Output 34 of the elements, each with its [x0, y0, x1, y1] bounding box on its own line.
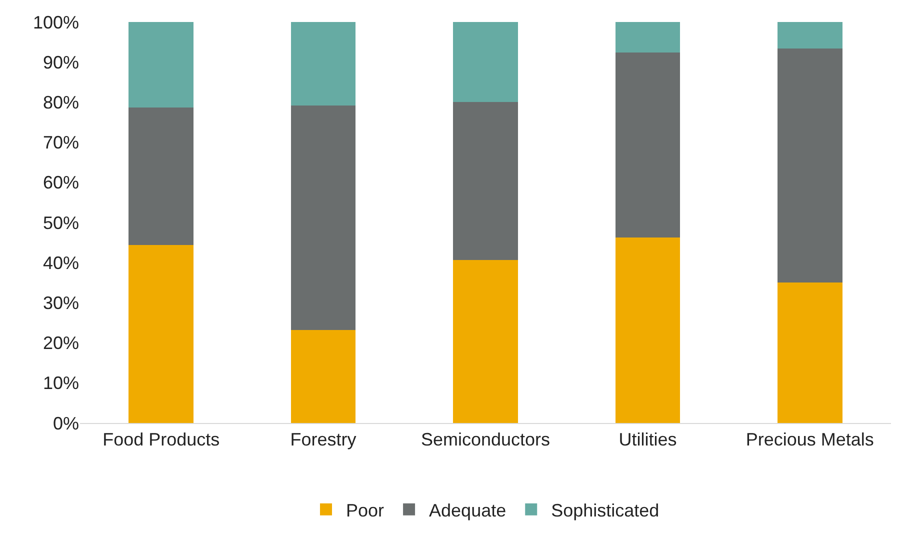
- bar: [615, 237, 680, 423]
- bar: [290, 330, 356, 423]
- bar: [290, 22, 356, 106]
- bar: [777, 22, 842, 48]
- bar: [453, 260, 518, 423]
- bar: [615, 22, 680, 52]
- y-tick-label: 20%: [42, 333, 79, 354]
- y-tick-label: 30%: [42, 293, 79, 313]
- legend-label: Sophisticated: [551, 500, 660, 520]
- x-tick-label: Semiconductors: [420, 430, 550, 450]
- bar: [453, 102, 518, 260]
- y-tick-label: 40%: [42, 252, 79, 273]
- bar: [128, 244, 194, 423]
- legend-label: Poor: [346, 500, 384, 520]
- bar: [777, 282, 842, 423]
- x-tick-label: Precious Metals: [746, 430, 874, 450]
- bar: [777, 48, 842, 283]
- x-tick-label: Forestry: [290, 430, 356, 450]
- bar: [615, 52, 680, 238]
- x-tick-label: Food Products: [102, 430, 220, 450]
- y-tick-label: 0%: [52, 413, 79, 434]
- y-tick-label: 90%: [42, 52, 79, 72]
- x-tick-label: Utilities: [618, 430, 677, 450]
- y-tick-label: 60%: [42, 172, 79, 193]
- y-tick-label: 100%: [32, 12, 79, 32]
- y-tick-label: 80%: [42, 92, 79, 112]
- bar: [290, 105, 356, 330]
- legend-label: Adequate: [429, 500, 506, 520]
- bar: [453, 22, 518, 102]
- bar: [128, 22, 194, 108]
- bar: [128, 107, 194, 245]
- y-tick-label: 70%: [42, 132, 79, 153]
- y-tick-label: 50%: [42, 212, 79, 233]
- y-tick-label: 10%: [42, 373, 79, 394]
